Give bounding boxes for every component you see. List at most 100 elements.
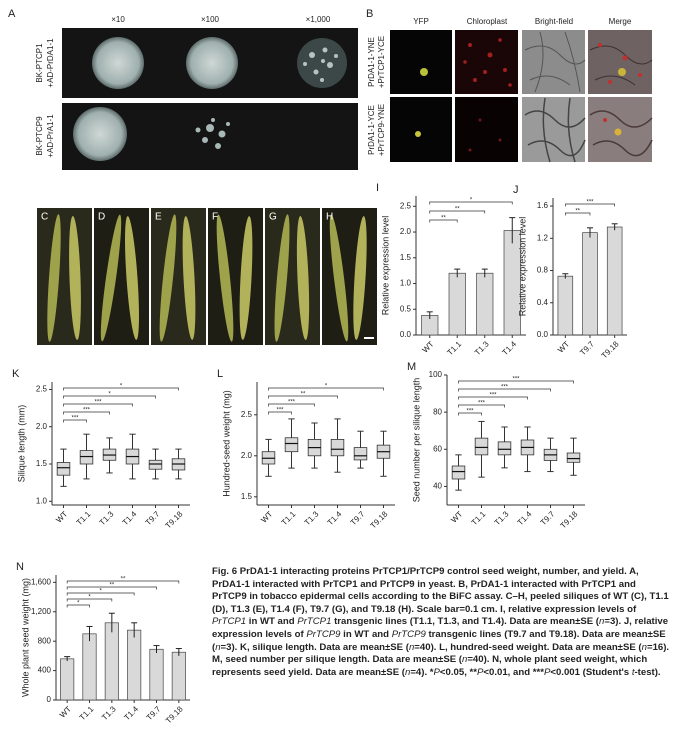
significance-label: ** bbox=[575, 209, 580, 215]
photo bbox=[208, 208, 263, 345]
y-tick-label: 0.8 bbox=[537, 266, 549, 275]
silique bbox=[100, 214, 122, 342]
colony bbox=[186, 37, 238, 89]
bifc-images bbox=[390, 30, 653, 163]
colony-spots bbox=[195, 118, 230, 149]
row-label: +PrTCP1-YCE bbox=[377, 36, 386, 88]
significance-label: * bbox=[99, 589, 102, 595]
silique bbox=[274, 214, 290, 342]
row-label: +AD-PrA1-1 bbox=[46, 114, 55, 158]
y-tick-label: 1,600 bbox=[31, 577, 52, 586]
significance-bracket bbox=[66, 580, 180, 584]
box bbox=[148, 459, 163, 470]
x-tick-label: T1.4 bbox=[122, 704, 140, 722]
panel-label: K bbox=[12, 368, 20, 380]
bar bbox=[476, 272, 494, 336]
bar bbox=[104, 622, 119, 701]
x-tick-label: WT bbox=[58, 704, 73, 719]
y-tick-label: 0.0 bbox=[400, 330, 412, 339]
photo bbox=[265, 208, 320, 345]
row-label: +AD-PrDA1-1 bbox=[46, 38, 55, 88]
x-tick-label: T1.1 bbox=[470, 509, 488, 527]
caption-text: n bbox=[461, 654, 468, 666]
y-tick-label: 40 bbox=[433, 482, 442, 491]
y-tick-label: 2.5 bbox=[400, 201, 412, 210]
bar bbox=[171, 651, 186, 701]
caption-text: n bbox=[215, 641, 221, 653]
caption-text: transgenic lines (T9.7 and T9.18). Data … bbox=[212, 628, 666, 653]
y-tick-label: 400 bbox=[38, 666, 52, 675]
y-tick-label: 100 bbox=[429, 370, 443, 379]
significance-bracket bbox=[66, 598, 113, 602]
y-tick-label: 1.2 bbox=[537, 233, 549, 242]
dilution-label: ×1,000 bbox=[306, 15, 331, 24]
x-tick-label: T1.1 bbox=[280, 509, 298, 527]
silique bbox=[159, 214, 177, 342]
panel-label: C bbox=[41, 212, 48, 223]
significance-bracket bbox=[268, 387, 384, 391]
significance-label: *** bbox=[512, 377, 520, 383]
caption-text: t bbox=[631, 666, 635, 678]
y-axis-label: Whole plant seed weight (mg) bbox=[20, 578, 30, 697]
x-tick-label: T9.18 bbox=[164, 704, 185, 725]
photo bbox=[37, 208, 92, 345]
y-tick-label: 0.0 bbox=[537, 330, 549, 339]
caption-text: -test). bbox=[634, 666, 661, 678]
bar bbox=[60, 658, 75, 701]
significance-bracket bbox=[429, 210, 486, 214]
significance-label: *** bbox=[501, 385, 509, 391]
x-tick-label: WT bbox=[420, 339, 435, 354]
significance-bracket bbox=[66, 592, 135, 596]
significance-label: * bbox=[470, 198, 473, 204]
x-tick-label: T9.7 bbox=[144, 509, 162, 527]
y-tick-label: 80 bbox=[433, 407, 442, 416]
x-tick-label: T1.3 bbox=[493, 509, 511, 527]
silique bbox=[182, 216, 196, 340]
panel-label: G bbox=[269, 212, 277, 223]
significance-bracket bbox=[63, 411, 110, 415]
significance-label: ** bbox=[121, 577, 126, 583]
x-tick-label: T1.4 bbox=[516, 509, 534, 527]
y-tick-label: 1.5 bbox=[400, 253, 412, 262]
photo bbox=[151, 208, 206, 345]
y-tick-label: 1.6 bbox=[537, 201, 549, 210]
box bbox=[497, 441, 512, 456]
caption-text: <0.01, and *** bbox=[483, 666, 544, 678]
y-tick-label: 1.5 bbox=[241, 492, 253, 501]
row-label: BK-PTCP9 bbox=[35, 116, 44, 156]
y-tick-label: 1,200 bbox=[31, 607, 52, 616]
caption-text: in WT and bbox=[340, 628, 392, 640]
caption-text: P bbox=[477, 666, 484, 678]
row-label: BK-PTCP1 bbox=[35, 43, 44, 83]
significance-label: * bbox=[88, 595, 91, 601]
x-tick-label: T9.7 bbox=[539, 509, 557, 527]
significance-label: * bbox=[108, 392, 111, 398]
bar bbox=[149, 648, 164, 701]
box bbox=[330, 438, 345, 457]
colony bbox=[92, 37, 144, 89]
significance-label: *** bbox=[71, 416, 79, 422]
significance-label: * bbox=[77, 601, 80, 607]
box bbox=[79, 450, 94, 465]
bar bbox=[127, 629, 142, 701]
significance-label: * bbox=[120, 384, 123, 390]
significance-bracket bbox=[429, 219, 458, 223]
panel-label: J bbox=[513, 184, 519, 196]
caption-text: =16). M, seed number per silique length.… bbox=[212, 641, 670, 666]
x-tick-label: T9.7 bbox=[578, 339, 596, 357]
bar bbox=[557, 275, 574, 336]
caption-text: <0.05, ** bbox=[439, 666, 477, 678]
x-tick-label: T9.18 bbox=[559, 509, 580, 530]
significance-label: *** bbox=[83, 408, 91, 414]
y-tick-label: 0 bbox=[47, 695, 52, 704]
x-tick-label: T1.1 bbox=[78, 704, 96, 722]
significance-bracket bbox=[429, 201, 513, 205]
column-label: YFP bbox=[413, 17, 429, 26]
significance-label: *** bbox=[466, 409, 474, 415]
caption-text: =40). N, whole plant seed weight, which … bbox=[212, 654, 648, 678]
significance-label: *** bbox=[489, 393, 497, 399]
silique bbox=[125, 216, 139, 340]
x-tick-label: T1.4 bbox=[500, 339, 518, 357]
significance-bracket bbox=[564, 212, 591, 216]
